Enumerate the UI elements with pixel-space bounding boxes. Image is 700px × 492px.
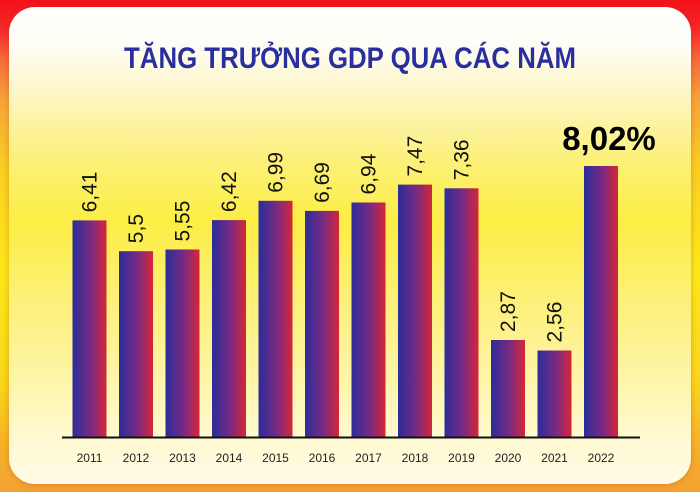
x-tick-2020: 2020 [495, 451, 522, 465]
x-tick-2012: 2012 [123, 451, 150, 465]
x-tick-2022: 2022 [588, 451, 615, 465]
bar-2012 [119, 251, 153, 437]
data-label-2017: 6,94 [358, 153, 381, 194]
x-tick-2017: 2017 [355, 451, 382, 465]
x-tick-2019: 2019 [448, 451, 475, 465]
bar-2019 [444, 188, 479, 437]
data-label-2014: 6,42 [218, 171, 241, 212]
x-tick-2011: 2011 [77, 451, 103, 465]
data-label-2013: 5,55 [172, 201, 195, 242]
data-label-2019: 7,36 [451, 139, 474, 180]
bar-2021 [537, 350, 572, 437]
data-label-2016: 6,69 [311, 162, 334, 203]
data-label-2020: 2,87 [497, 291, 520, 332]
bar-2018 [398, 184, 432, 437]
data-label-2021: 2,56 [544, 302, 567, 343]
data-label-2022: 8,02% [562, 120, 656, 157]
x-tick-2018: 2018 [402, 451, 429, 465]
chart-title: TĂNG TRƯỞNG GDP QUA CÁC NĂM [124, 42, 576, 75]
bar-2011 [72, 220, 107, 437]
bar-2022 [584, 166, 618, 437]
data-label-2012: 5,5 [125, 214, 148, 243]
x-tick-2014: 2014 [216, 451, 243, 465]
bar-2014 [212, 220, 246, 437]
bar-2016 [305, 210, 339, 437]
x-tick-2016: 2016 [309, 451, 336, 465]
data-label-2011: 6,41 [79, 172, 102, 213]
bar-2017 [351, 202, 386, 437]
bar-2015 [258, 200, 293, 437]
bar-2013 [165, 249, 200, 437]
data-label-2018: 7,47 [404, 136, 427, 177]
x-tick-2015: 2015 [262, 451, 289, 465]
x-tick-2013: 2013 [169, 451, 196, 465]
bar-2020 [491, 340, 525, 437]
x-tick-2021: 2021 [541, 451, 568, 465]
data-label-2015: 6,99 [265, 152, 288, 193]
